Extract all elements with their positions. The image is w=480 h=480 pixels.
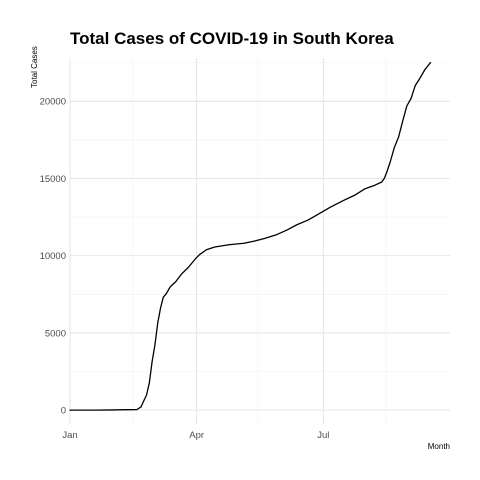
series-group xyxy=(69,61,432,411)
y-tick-label: 5000 xyxy=(45,328,66,339)
y-axis-label: Total Cases xyxy=(30,46,39,88)
y-tick-label: 10000 xyxy=(40,251,66,262)
series-line xyxy=(69,61,432,411)
y-tick-label: 20000 xyxy=(40,97,66,108)
x-tick-labels: Jan Apr Jul xyxy=(62,430,329,441)
x-tick-label: Jan xyxy=(62,430,77,441)
y-tick-label: 0 xyxy=(61,406,66,417)
y-tick-labels: 0 5000 10000 15000 20000 xyxy=(40,97,66,417)
x-axis-label: Month xyxy=(428,442,450,451)
x-tick-label: Apr xyxy=(189,430,204,441)
y-tick-label: 15000 xyxy=(40,174,66,185)
chart-title: Total Cases of COVID-19 in South Korea xyxy=(70,29,394,48)
x-tick-label: Jul xyxy=(317,430,329,441)
grid xyxy=(69,58,450,424)
